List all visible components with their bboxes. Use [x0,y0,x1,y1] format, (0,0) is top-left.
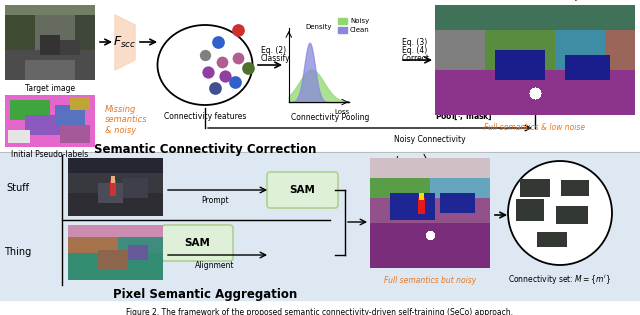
Text: Noisy Connectivity: Noisy Connectivity [394,135,466,144]
Text: Stuff: Stuff [6,183,29,193]
Text: Missing
semantics
& noisy: Missing semantics & noisy [105,105,148,135]
Text: Semantic Connectivity Correction: Semantic Connectivity Correction [94,143,316,156]
Text: $F_{scc}$: $F_{scc}$ [113,34,136,49]
Text: Prompt: Prompt [201,196,229,205]
Text: Connectivity Pooling: Connectivity Pooling [291,113,369,122]
Point [233,27,243,32]
Text: SAM: SAM [184,238,210,248]
Text: SAM: SAM [289,185,315,195]
Polygon shape [115,15,135,70]
Text: Connectivity set: $M = \{m^i\}$: Connectivity set: $M = \{m^i\}$ [508,273,612,287]
Point [243,66,253,71]
Text: Figure 2. The framework of the proposed semantic connectivity-driven self-traini: Figure 2. The framework of the proposed … [127,308,513,315]
Text: Initial Pseudo-labels: Initial Pseudo-labels [12,150,88,159]
Text: Clean: Clean [350,27,370,33]
Point [203,70,213,75]
Point [233,55,243,60]
Text: Density: Density [306,24,332,30]
Text: Eq. (2): Eq. (2) [261,46,286,55]
Text: Correct: Correct [402,54,430,63]
FancyBboxPatch shape [267,172,338,208]
Point [213,39,223,44]
Point [210,85,220,90]
Point [220,73,230,78]
Bar [338,18,347,24]
Text: Thing: Thing [4,247,31,257]
Point [230,79,240,84]
Text: Corrected Connectivity: Corrected Connectivity [491,0,579,1]
Bar [338,27,347,33]
Text: Noisy: Noisy [350,18,369,24]
Text: Alignment: Alignment [195,261,235,270]
Text: Target image: Target image [25,84,75,93]
Point [200,53,210,58]
Bar [0,152,640,300]
Circle shape [508,161,612,265]
Text: Loss: Loss [334,109,349,115]
Text: Full semantics but noisy: Full semantics but noisy [384,276,476,285]
Text: Pixel Semantic Aggregation: Pixel Semantic Aggregation [113,288,297,301]
Text: Connectivity features: Connectivity features [164,112,246,121]
Text: Classify: Classify [261,54,291,63]
Text: Eq. (4): Eq. (4) [402,46,428,55]
Text: Full semantics & low noise: Full semantics & low noise [484,123,586,132]
Point [217,60,227,65]
FancyBboxPatch shape [162,225,233,261]
Text: Pool[$\cdot$, mask]: Pool[$\cdot$, mask] [435,111,493,122]
Text: Eq. (3): Eq. (3) [402,38,428,47]
